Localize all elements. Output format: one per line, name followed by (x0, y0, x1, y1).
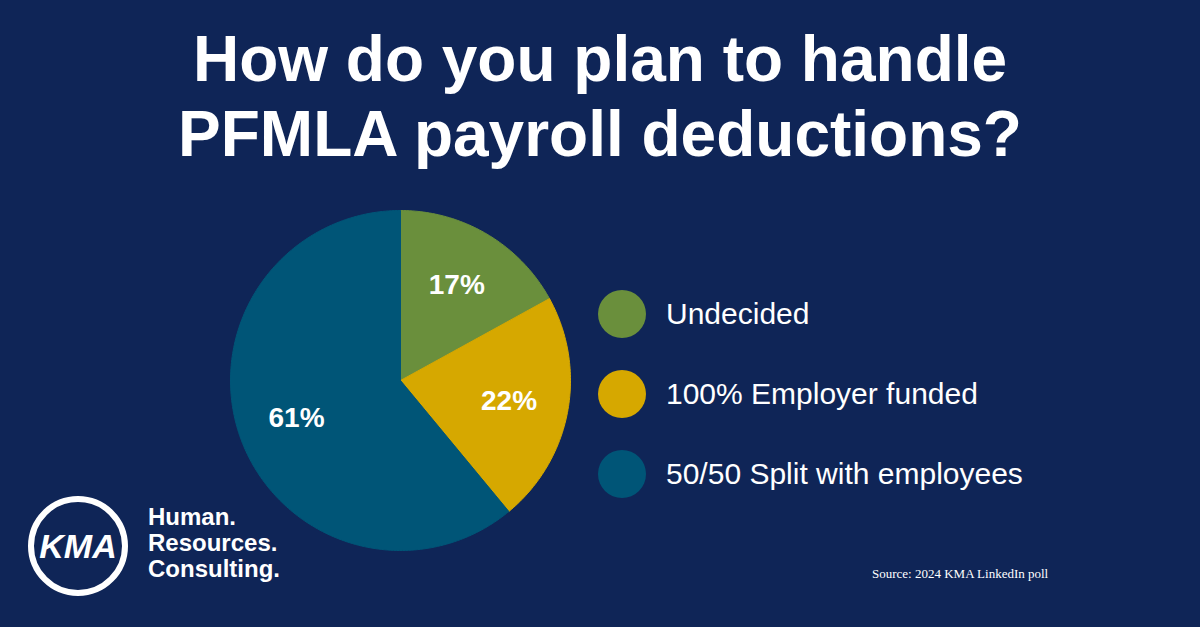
svg-text:22%: 22% (481, 385, 537, 416)
html-text:Undecided: Undecided (666, 297, 810, 330)
html-text:Consulting.: Consulting. (148, 554, 280, 582)
html-text:50/50 Split with employees: 50/50 Split with employees (666, 457, 1023, 490)
html-text:Human.: Human. (148, 503, 236, 530)
html-text:Source: 2024 KMA LinkedIn poll: Source: 2024 KMA LinkedIn poll (872, 566, 1049, 581)
html-text:Resources.: Resources. (148, 528, 278, 556)
svg-text:17%: 17% (429, 269, 485, 300)
html-text:How do you plan to handle PFML: How do you plan to handle PFMLA payroll … (178, 23, 1022, 170)
svg-text:61%: 61% (269, 402, 325, 433)
html-text:100% Employer funded: 100% Employer funded (666, 377, 978, 410)
svg-text:KMA: KMA (39, 527, 116, 565)
